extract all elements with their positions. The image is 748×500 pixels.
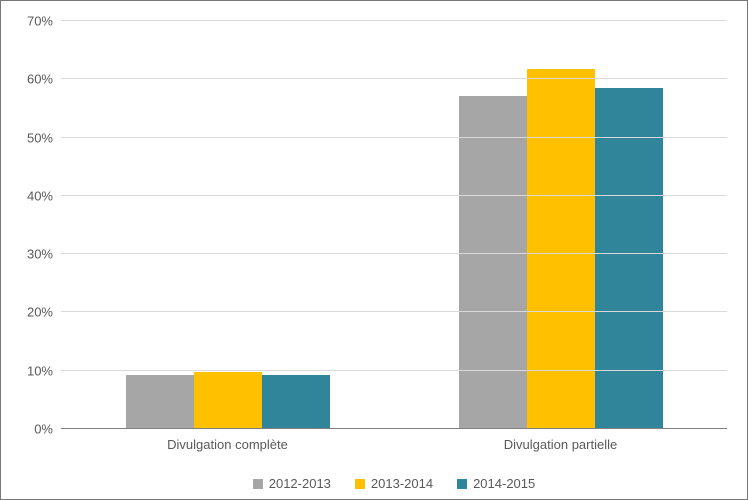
- chart-groups: Divulgation complèteDivulgation partiell…: [61, 21, 727, 429]
- legend-item: 2013-2014: [355, 476, 433, 491]
- bar: [595, 88, 663, 429]
- y-axis-tick-label: 60%: [27, 72, 53, 87]
- bar: [527, 69, 595, 429]
- grid-line: 30%: [61, 253, 727, 254]
- legend-swatch: [253, 479, 263, 489]
- grid-line: 10%: [61, 370, 727, 371]
- x-axis-category-label: Divulgation complète: [167, 437, 288, 452]
- legend-label: 2014-2015: [473, 476, 535, 491]
- grid-line: 50%: [61, 137, 727, 138]
- y-axis-tick-label: 0%: [34, 422, 53, 437]
- bar: [262, 375, 330, 429]
- legend-swatch: [457, 479, 467, 489]
- y-axis-tick-label: 70%: [27, 14, 53, 29]
- legend-item: 2014-2015: [457, 476, 535, 491]
- bar: [194, 372, 262, 429]
- y-axis-tick-label: 40%: [27, 188, 53, 203]
- legend-item: 2012-2013: [253, 476, 331, 491]
- bar: [126, 375, 194, 429]
- bar: [459, 96, 527, 429]
- bar-group: Divulgation partielle: [394, 21, 727, 429]
- plot-area: Divulgation complèteDivulgation partiell…: [61, 21, 727, 429]
- grid-line: 60%: [61, 78, 727, 79]
- bar-group: Divulgation complète: [61, 21, 394, 429]
- chart-legend: 2012-2013 2013-2014 2014-2015: [61, 476, 727, 491]
- grid-line: 0%: [61, 428, 727, 429]
- x-axis-category-label: Divulgation partielle: [504, 437, 617, 452]
- grid-line: 20%: [61, 311, 727, 312]
- legend-label: 2012-2013: [269, 476, 331, 491]
- y-axis-tick-label: 20%: [27, 305, 53, 320]
- y-axis-tick-label: 50%: [27, 130, 53, 145]
- chart-container: Divulgation complèteDivulgation partiell…: [0, 0, 748, 500]
- grid-line: 70%: [61, 20, 727, 21]
- legend-label: 2013-2014: [371, 476, 433, 491]
- y-axis-tick-label: 10%: [27, 363, 53, 378]
- y-axis-tick-label: 30%: [27, 247, 53, 262]
- grid-line: 40%: [61, 195, 727, 196]
- legend-swatch: [355, 479, 365, 489]
